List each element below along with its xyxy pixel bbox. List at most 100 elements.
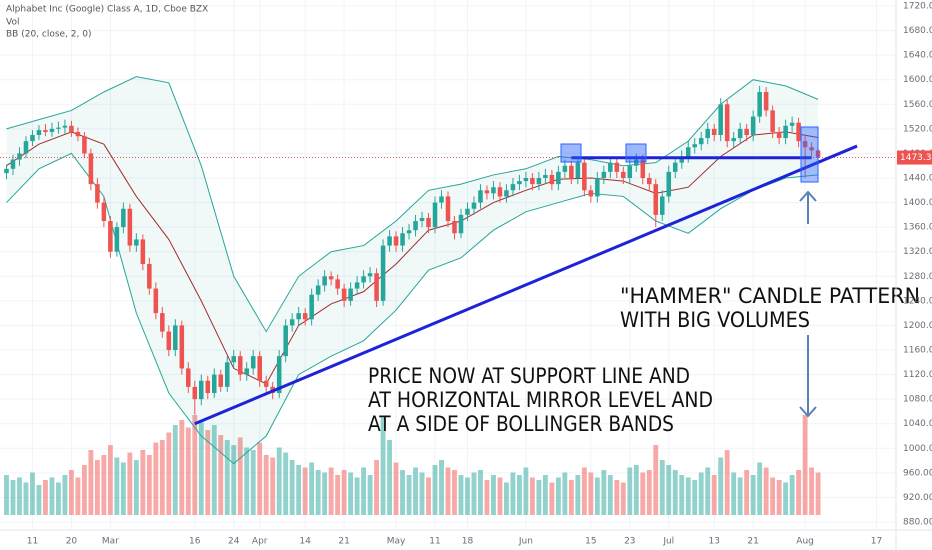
volume-label: Vol [6, 18, 19, 28]
volume-bar [192, 415, 198, 515]
volume-bar [211, 425, 217, 515]
candle-body [160, 313, 165, 332]
candle-body [263, 380, 269, 387]
volume-bar [88, 450, 94, 515]
volume-bar [17, 477, 22, 515]
candle-body [445, 196, 451, 221]
y-tick-label: 1720.00 [903, 2, 932, 12]
candle-body [56, 127, 61, 129]
volume-bar [43, 480, 48, 515]
y-tick-label: 1680.00 [903, 26, 932, 36]
candle-body [770, 110, 775, 132]
trendline [194, 144, 858, 426]
volume-bar [620, 482, 626, 515]
volume-bar [776, 480, 782, 515]
volume-bar [439, 460, 444, 515]
y-tick-label: 1640.00 [903, 51, 932, 61]
volume-bar [536, 480, 542, 515]
volume-bar [484, 480, 490, 515]
volume-bar [296, 465, 302, 515]
volume-bar [367, 475, 373, 515]
candle-body [205, 380, 211, 393]
volume-bar [653, 445, 659, 515]
candle-body [588, 190, 594, 197]
volume-bar [646, 470, 652, 515]
candle-body [497, 187, 503, 197]
candle-body [354, 282, 360, 289]
volume-bar [94, 460, 100, 515]
candle-body [672, 162, 678, 172]
volume-bar [166, 432, 172, 515]
annotation: "HAMMER" CANDLE PATTERN [620, 284, 920, 308]
volume-bar [107, 445, 113, 515]
candle-body [367, 273, 373, 277]
y-tick-label: 1040.00 [903, 419, 932, 429]
volume-bar [458, 475, 464, 515]
volume-bar [594, 477, 600, 515]
candle-body [315, 285, 321, 295]
band-line [6, 76, 819, 333]
volume-bar [374, 460, 380, 515]
x-tick-label: 21 [747, 537, 758, 547]
x-tick-label: 11 [27, 537, 38, 547]
volume-bar [789, 475, 795, 515]
candle-body [809, 147, 814, 151]
volume-bar [361, 467, 367, 515]
volume-bar [627, 467, 633, 515]
candle-body [179, 325, 185, 369]
candle-body [374, 273, 379, 301]
volume-bar [640, 472, 646, 515]
volume-bar [172, 425, 178, 515]
candle-body [186, 368, 191, 387]
plot-layer [0, 0, 896, 530]
candle-body [218, 374, 224, 387]
volume-bar [802, 415, 808, 515]
volume-bar [659, 460, 665, 515]
volume-bar [133, 460, 139, 515]
candle-body [478, 190, 483, 203]
candle-body [562, 165, 568, 172]
x-tick-label: 13 [708, 537, 719, 547]
volume-bar [114, 457, 120, 515]
candle-body [530, 178, 535, 185]
candle-body [276, 356, 282, 393]
candle-body [380, 245, 386, 301]
annotation: PRICE NOW AT SUPPORT LINE AND [368, 364, 690, 388]
candle-body [634, 159, 639, 166]
candle-body [439, 196, 444, 203]
volume-bar [432, 465, 438, 515]
volume-bar [348, 472, 354, 515]
volume-bar [568, 480, 574, 515]
candle-body [724, 104, 730, 142]
candle-body [121, 208, 126, 228]
candle-body [17, 153, 22, 160]
candle-body [802, 141, 808, 148]
volume-bar [562, 472, 568, 515]
x-tick-label: 21 [338, 537, 349, 547]
candle-body [685, 147, 691, 157]
volume-bar [179, 420, 185, 515]
volume-bar [419, 472, 425, 515]
y-tick-label: 1240.00 [903, 296, 932, 306]
candle-body [647, 178, 652, 185]
y-tick-label: 1440.00 [903, 174, 932, 184]
volume-bar [322, 472, 328, 515]
candle-body [140, 239, 146, 264]
x-tick-label: Jul [662, 537, 674, 547]
volume-bar [62, 475, 68, 515]
marks-layer [0, 85, 896, 426]
volume-bar [413, 467, 418, 515]
volume-bar [250, 450, 256, 515]
volume-bar [575, 475, 581, 515]
candle-body [608, 162, 613, 172]
candle-body [731, 138, 736, 142]
y-tick-label: 960.00 [903, 468, 932, 478]
volume-bar [153, 442, 159, 515]
candle-body [666, 171, 672, 197]
candle-body [504, 190, 509, 197]
volume-bar [81, 465, 87, 515]
candle-body [763, 92, 769, 111]
volume-bar [504, 482, 509, 515]
candle-body [452, 221, 457, 234]
